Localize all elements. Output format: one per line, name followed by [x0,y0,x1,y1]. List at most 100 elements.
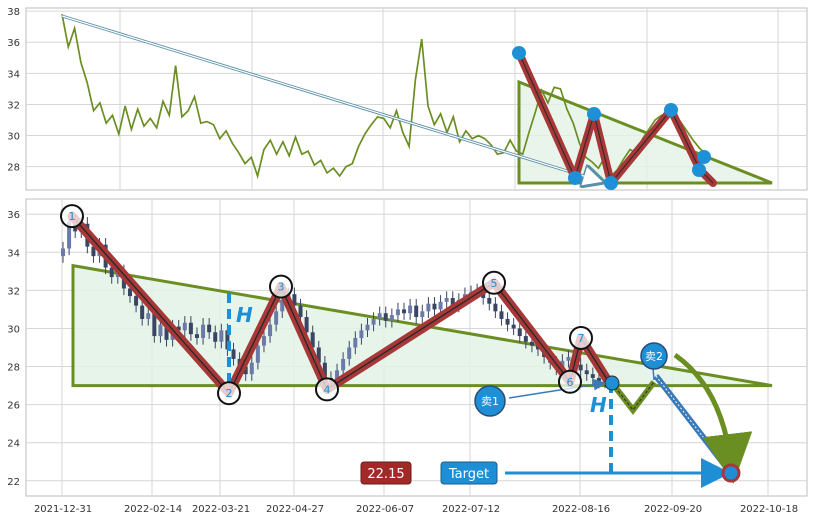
candle-body [109,267,114,278]
candle-body [487,298,492,304]
target-curve-arrow [673,352,753,484]
overview-y-ticks: 28 30 32 34 36 38 [7,7,20,174]
main-y-tick-label: 22 [7,477,20,488]
target-price-box [360,461,412,485]
overview-marker [512,46,526,60]
pattern-point-circle [569,325,593,350]
candle-body [499,311,504,319]
candle-body [268,324,273,337]
overview-marker [568,171,582,185]
candle-body [359,330,364,338]
pattern-point-label: 4 [324,383,331,396]
x-tick-label: 2022-03-21 [192,504,250,515]
main-y-tick-label: 28 [7,363,20,374]
candle-body [152,313,157,337]
candle-body [353,337,358,348]
candle-body [529,341,534,346]
candle-body [176,326,181,331]
candle-body [438,301,443,310]
overview-marker [692,163,706,177]
candle-body [590,374,595,378]
candle-body [298,305,303,318]
target-label-box [440,461,498,485]
pattern-point-circle [217,381,241,406]
pattern-point-label: 1 [69,210,76,223]
candle-body [426,303,431,312]
overview-y-tick-label: 30 [7,132,20,143]
x-tick-label: 2022-10-18 [740,504,798,515]
candle-body [219,330,224,342]
candle-body [261,336,266,346]
x-tick-label: 2022-02-14 [124,504,182,515]
pattern-point-label: 6 [567,376,574,389]
height-label: H [236,303,253,327]
overview-y-tick-label: 28 [7,163,20,174]
candle-body [322,362,327,378]
sell-2-badge [640,342,668,370]
candle-body [194,334,199,338]
pattern-point-circle [315,377,339,402]
candle-body [383,313,388,321]
sell-1-label: 卖1 [481,395,499,408]
candle-body [395,309,400,316]
candle-body [420,311,425,318]
target-height-label: H [590,393,607,417]
candle-body [134,296,139,306]
sell-2-pointer [652,367,655,381]
pattern-point-label: 2 [226,387,233,400]
overview-y-tick-label: 38 [7,7,20,18]
projected-path-core [611,381,655,411]
candle-body [231,349,236,359]
overview-markers [512,46,711,190]
candle-body [432,303,437,310]
candle-body [255,345,260,363]
candle-body [584,370,589,375]
candle-body [182,322,187,331]
candle-body [365,324,370,331]
overview-y-tick-label: 36 [7,38,20,49]
main-y-tick-label: 34 [7,248,20,259]
x-tick-label: 2022-06-07 [356,504,414,515]
candle-body [371,318,376,325]
candle-body [493,303,498,312]
candle-body [517,328,522,337]
candle-body [243,366,248,375]
overview-trend-arrow-core [61,15,601,182]
pattern-point-label: 5 [491,277,498,290]
candle-body [505,318,510,325]
sell-2-label: 卖2 [645,350,663,363]
sell-1-badge [474,385,506,417]
x-tick-label: 2022-09-20 [644,504,702,515]
candle-body [274,311,279,325]
candle-body [389,315,394,321]
candle-body [341,358,346,371]
pattern-point-label: 7 [578,332,585,345]
candle-body [377,313,382,319]
main-y-ticks: 22 24 26 28 30 32 34 36 [7,210,20,488]
target-label: Target [448,467,489,482]
candle-body [188,322,193,335]
candle-body [249,362,254,375]
candle-body [408,305,413,314]
x-tick-label: 2022-04-27 [266,504,324,515]
candle-body [444,298,449,302]
candle-body [67,221,72,249]
overview-panel: 28 30 32 34 36 38 [7,7,808,191]
candle-body [450,298,455,306]
overview-y-tick-label: 32 [7,100,20,111]
candle-body [61,248,65,257]
overview-marker [697,150,711,164]
candle-body [280,299,285,312]
candle-body [347,347,352,359]
pattern-point-circle [269,274,293,299]
x-tick-label: 2022-07-12 [442,504,500,515]
pattern-point-label: 3 [278,281,285,294]
candle-body [335,370,340,382]
main-y-tick-label: 36 [7,210,20,221]
candle-body [316,347,321,363]
candle-body [213,332,218,342]
target-price-value: 22.15 [367,467,404,482]
